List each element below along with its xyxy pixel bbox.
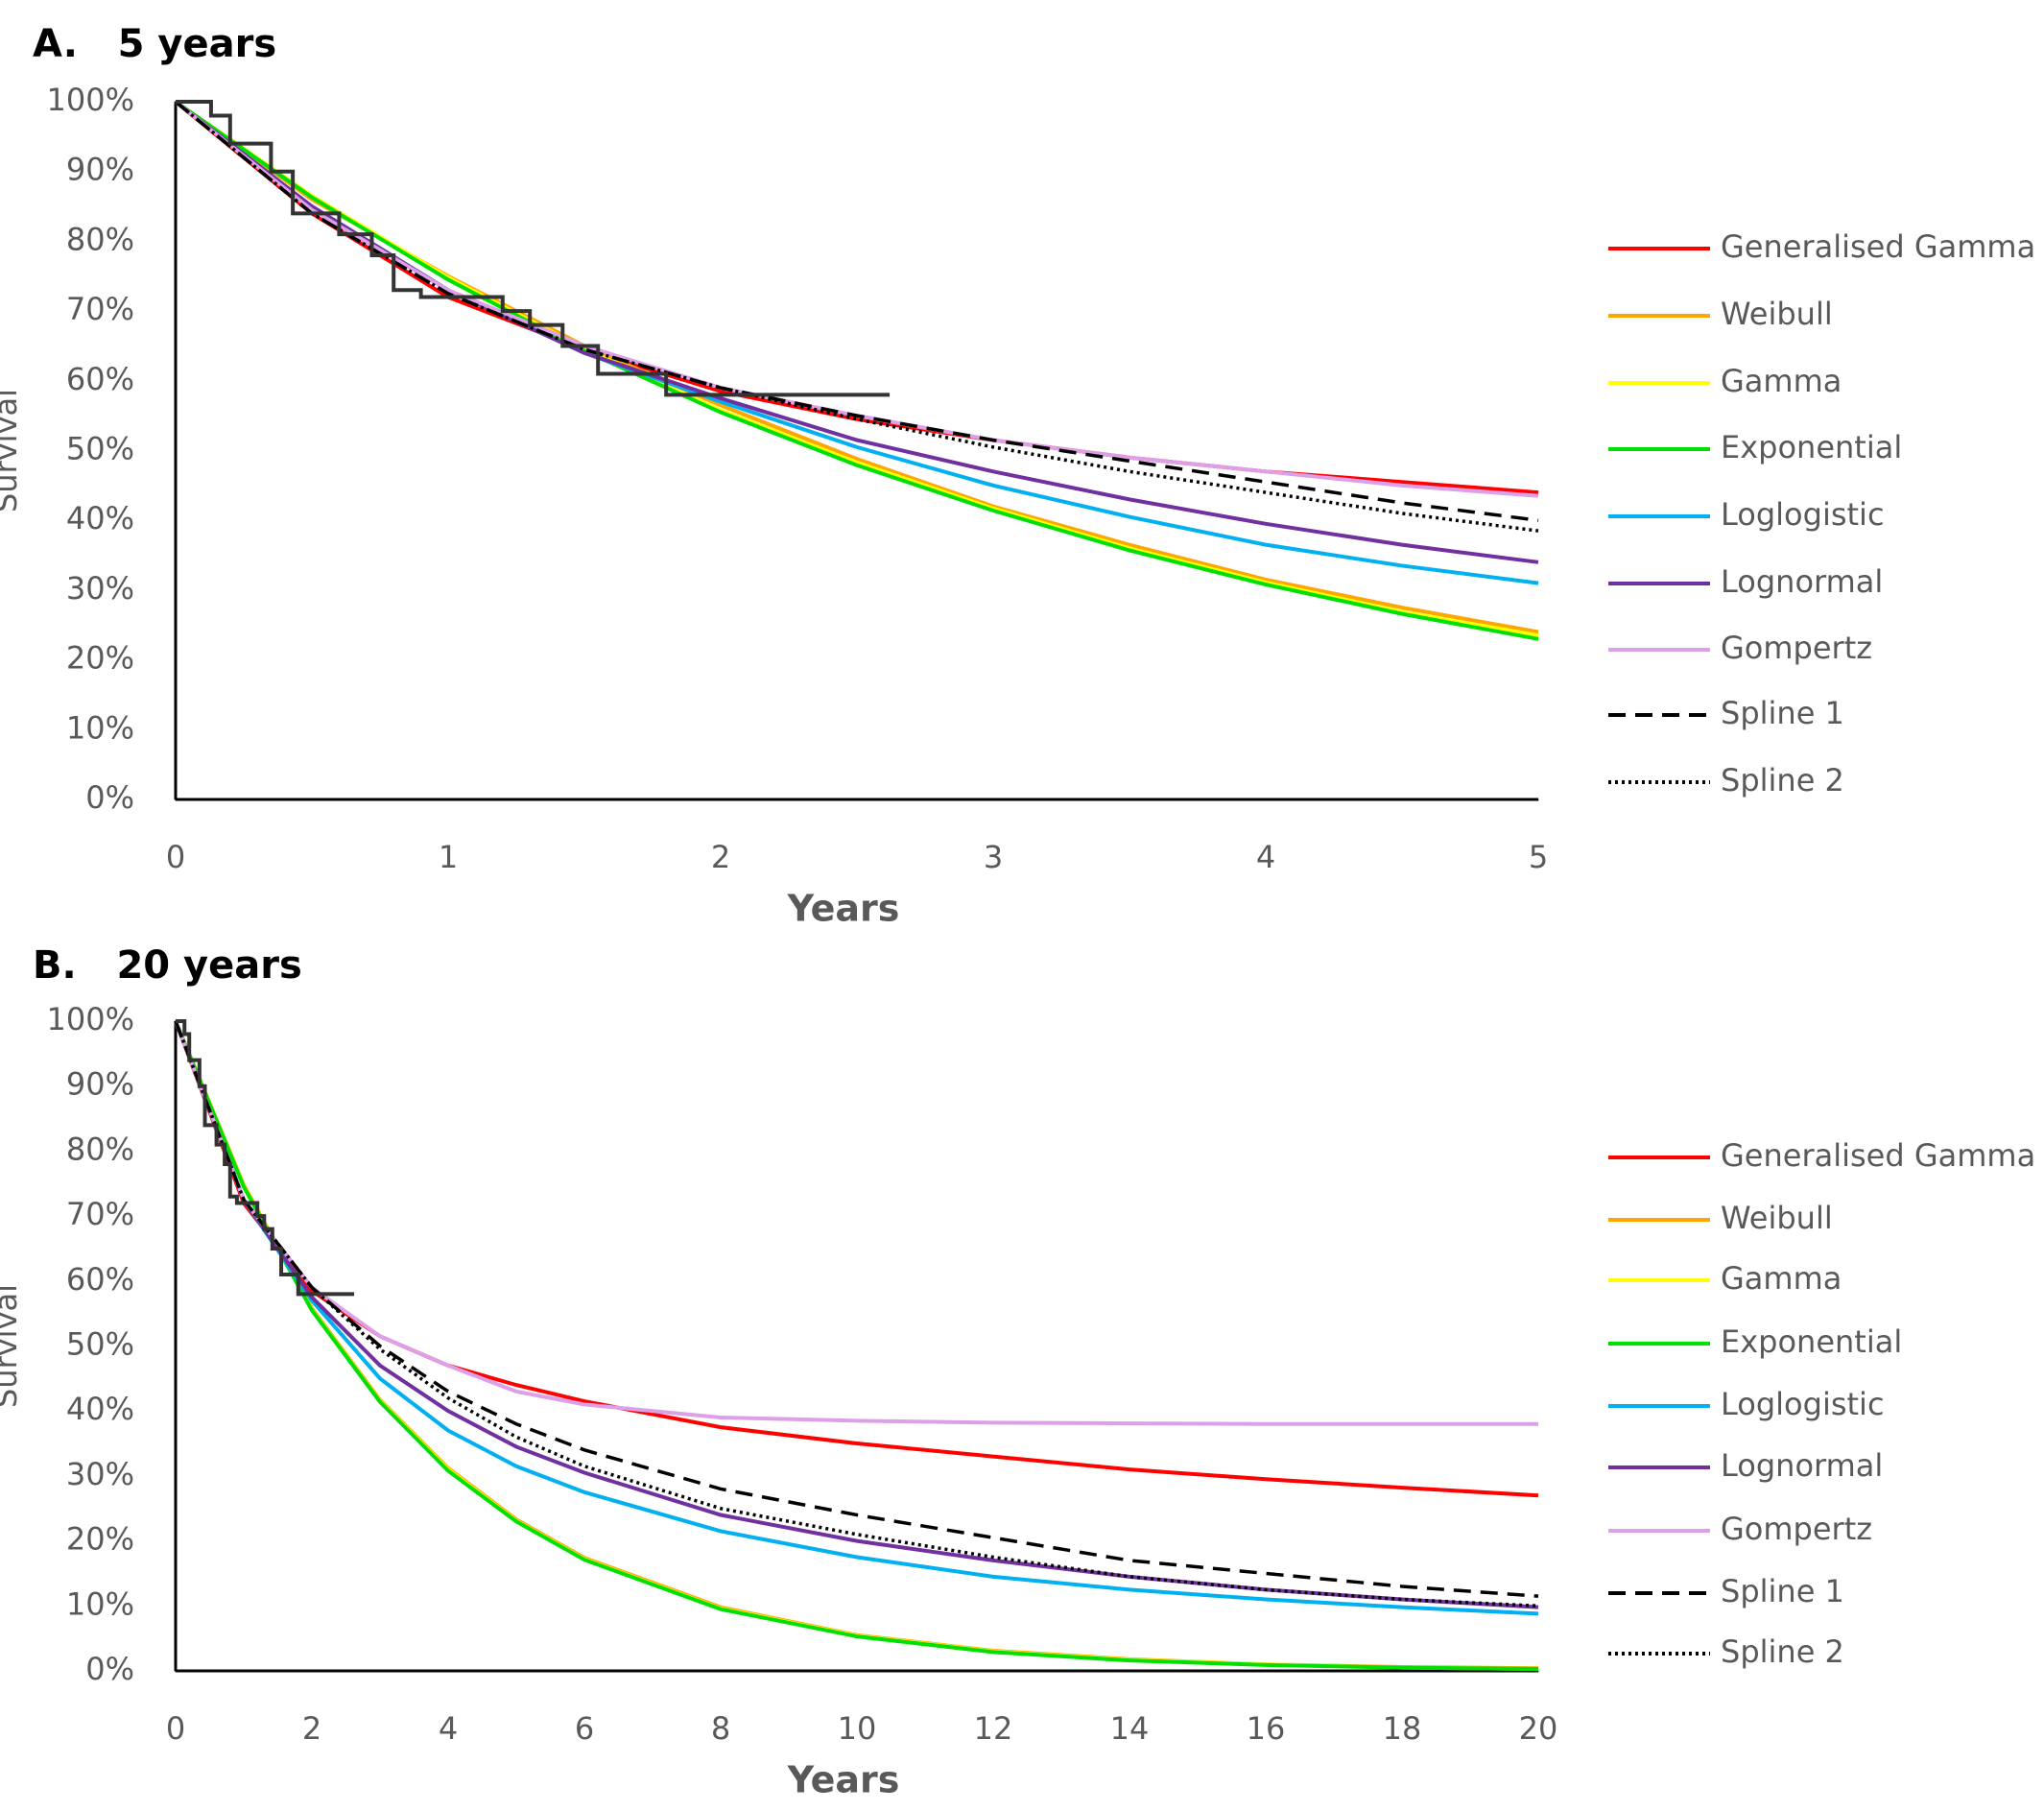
series-line [174, 1020, 1539, 1671]
y-tick-label: 60% [66, 361, 134, 397]
x-tick-label: 20 [1519, 1710, 1558, 1747]
legend-label: Spline 1 [1721, 695, 1844, 731]
legend-label: Gompertz [1721, 1511, 1872, 1547]
legend-label: Lognormal [1721, 563, 1883, 600]
series-line [174, 1020, 1539, 1609]
y-tick-label: 30% [66, 570, 134, 607]
series-line [174, 1020, 1539, 1598]
legend-label: Spline 2 [1721, 762, 1844, 798]
y-tick-label: 20% [66, 640, 134, 677]
x-tick-label: 12 [974, 1710, 1013, 1747]
x-tick-label: 10 [838, 1710, 877, 1747]
y-axis-label: Survival [0, 389, 24, 512]
y-axis-label: Survival [0, 1284, 24, 1408]
legend-label: Gompertz [1721, 630, 1872, 666]
x-axis-label: Years [787, 1759, 900, 1801]
y-tick-label: 100% [47, 1001, 134, 1037]
legend-label: Gamma [1721, 1260, 1842, 1297]
legend-label: Generalised Gamma [1721, 228, 2035, 265]
x-tick-label: 18 [1383, 1710, 1422, 1747]
series-line [174, 100, 1539, 522]
legend-label: Gamma [1721, 363, 1842, 399]
x-tick-label: 4 [1256, 839, 1275, 875]
y-tick-label: 40% [66, 500, 134, 536]
y-tick-label: 20% [66, 1521, 134, 1558]
legend-label: Weibull [1721, 296, 1833, 332]
x-tick-label: 16 [1247, 1710, 1286, 1747]
y-tick-label: 0% [85, 1651, 134, 1687]
y-tick-label: 80% [66, 1131, 134, 1167]
series-line [174, 1020, 1539, 1616]
series-line [176, 100, 891, 397]
legend-label: Generalised Gamma [1721, 1137, 2035, 1174]
series-line [174, 100, 1539, 498]
legend-label: Lognormal [1721, 1447, 1883, 1484]
series-line [174, 100, 1539, 641]
y-tick-label: 50% [66, 431, 134, 467]
x-tick-label: 5 [1529, 839, 1548, 875]
x-tick-label: 1 [439, 839, 458, 875]
y-tick-label: 60% [66, 1261, 134, 1298]
x-axis-label: Years [787, 888, 900, 930]
y-tick-label: 10% [66, 1585, 134, 1622]
legend-label: Exponential [1721, 429, 1902, 465]
x-tick-label: 14 [1110, 1710, 1150, 1747]
x-tick-label: 6 [575, 1710, 594, 1747]
series-line [174, 1020, 1539, 1608]
legend-label: Spline 2 [1721, 1633, 1844, 1670]
y-tick-label: 70% [66, 1196, 134, 1232]
series-line [174, 100, 1539, 495]
chart-title: B. 20 years [33, 943, 302, 988]
legend-label: Loglogistic [1721, 496, 1885, 533]
x-tick-label: 4 [439, 1710, 458, 1747]
x-tick-label: 0 [166, 839, 185, 875]
x-tick-label: 8 [711, 1710, 730, 1747]
x-tick-label: 2 [711, 839, 730, 875]
y-tick-label: 30% [66, 1456, 134, 1492]
chart-title: A. 5 years [33, 22, 276, 66]
series-line [176, 1019, 355, 1297]
y-tick-label: 70% [66, 291, 134, 327]
series-line [174, 100, 1539, 634]
y-tick-label: 90% [66, 152, 134, 188]
legend-label: Exponential [1721, 1323, 1902, 1360]
legend-label: Weibull [1721, 1200, 1833, 1236]
x-tick-label: 3 [984, 839, 1003, 875]
legend-label: Loglogistic [1721, 1386, 1885, 1422]
y-tick-label: 100% [47, 82, 134, 118]
series-line [174, 100, 1539, 533]
y-tick-label: 10% [66, 709, 134, 746]
y-tick-label: 40% [66, 1391, 134, 1427]
y-tick-label: 0% [85, 779, 134, 816]
y-tick-label: 90% [66, 1066, 134, 1103]
series-line [174, 100, 1539, 585]
y-tick-label: 80% [66, 221, 134, 257]
x-tick-label: 2 [302, 1710, 321, 1747]
x-tick-label: 0 [166, 1710, 185, 1747]
legend-label: Spline 1 [1721, 1573, 1844, 1609]
y-tick-label: 50% [66, 1326, 134, 1363]
